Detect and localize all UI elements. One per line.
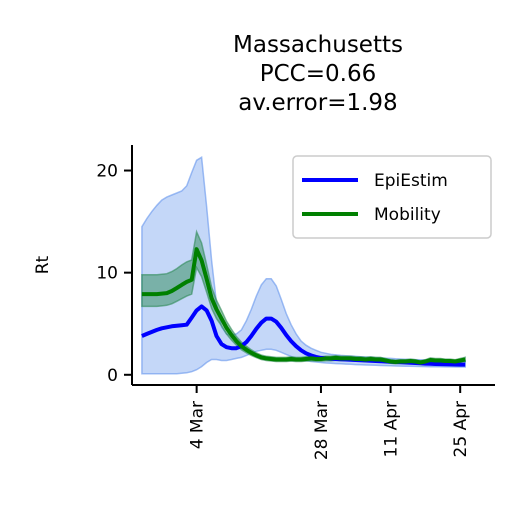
y-tick-label: 20 [96,162,118,182]
x-tick-label: 4 Mar [188,401,208,449]
legend-label-mobility: Mobility [374,205,441,225]
axes: 0 10 20 4 Mar 28 Mar 11 Apr 25 Apr Rt [33,145,495,460]
title-line-2: PCC=0.66 [260,61,376,87]
legend-box [292,155,492,239]
title-line-3: av.error=1.98 [238,90,397,116]
confidence-bands [141,156,466,375]
series-lines [141,247,466,367]
legend: EpiEstim Mobility [292,155,492,239]
y-tick-label: 10 [96,264,118,284]
band-mobility [141,229,466,365]
line-mobility [141,247,466,365]
y-axis-label: Rt [33,255,53,274]
title-line-1: Massachusetts [233,32,403,58]
x-tick-label: 25 Apr [451,401,471,457]
chart-title: Massachusetts PCC=0.66 av.error=1.98 [233,32,403,116]
x-tick-label: 28 Mar [312,401,332,460]
legend-label-epiestim: EpiEstim [374,171,448,191]
y-tick-label: 0 [107,366,118,386]
x-tick-label: 11 Apr [382,401,402,457]
